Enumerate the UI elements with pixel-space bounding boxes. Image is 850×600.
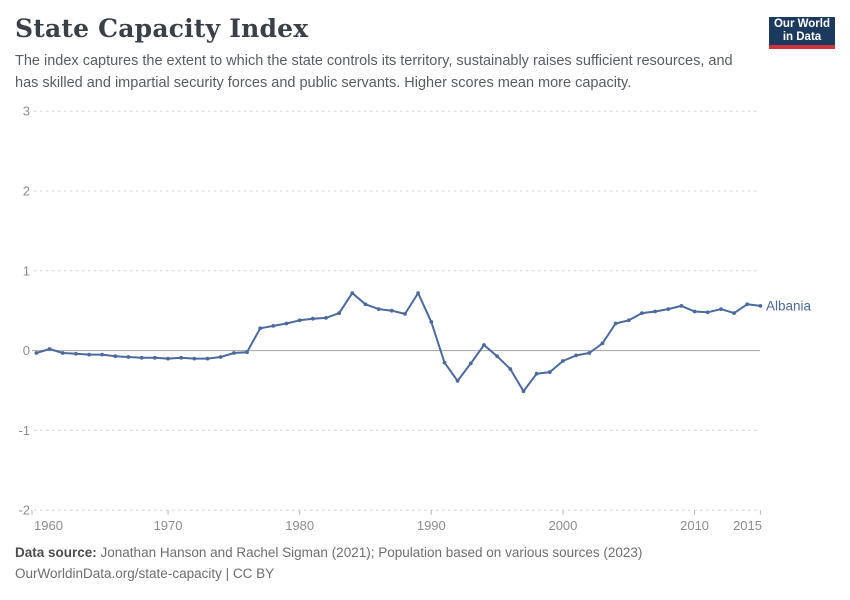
owid-logo[interactable]: Our World in Data bbox=[769, 17, 835, 49]
data-point[interactable] bbox=[587, 351, 592, 355]
data-point[interactable] bbox=[719, 307, 723, 311]
data-point[interactable] bbox=[495, 354, 499, 359]
data-source-line: Data source: Jonathan Hanson and Rachel … bbox=[15, 542, 642, 563]
chart-subtitle: The index captures the extent to which t… bbox=[15, 53, 733, 91]
data-point[interactable] bbox=[416, 291, 420, 295]
owid-logo-red-bar bbox=[769, 45, 835, 49]
data-point[interactable] bbox=[521, 389, 526, 394]
data-point[interactable] bbox=[653, 309, 657, 314]
data-point[interactable] bbox=[87, 352, 91, 357]
data-point[interactable] bbox=[534, 371, 539, 376]
owid-link-line[interactable]: OurWorldinData.org/state-capacity | CC B… bbox=[15, 566, 275, 581]
data-point[interactable] bbox=[468, 361, 473, 366]
data-point[interactable] bbox=[324, 316, 328, 320]
entity-label[interactable]: Albania bbox=[766, 298, 812, 313]
data-point[interactable] bbox=[297, 318, 302, 323]
x-tick-label: 1990 bbox=[417, 518, 446, 533]
data-point[interactable] bbox=[705, 310, 710, 315]
chart-footer: Data source: Jonathan Hanson and Rachel … bbox=[15, 542, 642, 584]
data-point[interactable] bbox=[166, 356, 170, 361]
data-point[interactable] bbox=[508, 367, 513, 371]
data-point[interactable] bbox=[271, 324, 276, 328]
y-tick-label: 0 bbox=[23, 343, 30, 358]
data-point[interactable] bbox=[192, 356, 197, 361]
y-tick-label: -1 bbox=[18, 423, 30, 438]
x-tick-label: 2010 bbox=[680, 518, 709, 533]
data-point[interactable] bbox=[732, 311, 736, 315]
data-point[interactable] bbox=[442, 360, 447, 365]
data-point[interactable] bbox=[232, 351, 236, 355]
data-point[interactable] bbox=[60, 351, 65, 355]
data-point[interactable] bbox=[310, 316, 315, 321]
data-point[interactable] bbox=[561, 359, 565, 363]
data-point[interactable] bbox=[482, 343, 486, 347]
data-point[interactable] bbox=[679, 304, 684, 308]
data-point[interactable] bbox=[74, 351, 78, 356]
data-point[interactable] bbox=[692, 309, 697, 314]
data-point[interactable] bbox=[153, 355, 157, 360]
data-point[interactable] bbox=[574, 353, 578, 358]
data-point[interactable] bbox=[745, 302, 750, 307]
data-point[interactable] bbox=[100, 352, 105, 357]
data-line[interactable] bbox=[35, 292, 762, 393]
y-tick-label: 3 bbox=[23, 104, 30, 119]
data-point[interactable] bbox=[179, 355, 184, 360]
data-point[interactable] bbox=[337, 311, 342, 315]
data-point[interactable] bbox=[47, 347, 52, 351]
y-tick-label: 2 bbox=[23, 184, 30, 199]
data-point[interactable] bbox=[758, 304, 763, 308]
data-point[interactable] bbox=[34, 351, 39, 355]
data-point[interactable] bbox=[218, 355, 223, 359]
data-point[interactable] bbox=[350, 291, 355, 295]
owid-logo-text: Our World in Data bbox=[769, 17, 835, 45]
data-point[interactable] bbox=[640, 311, 644, 315]
data-point[interactable] bbox=[389, 308, 394, 313]
data-point[interactable] bbox=[455, 379, 460, 383]
data-point[interactable] bbox=[126, 355, 131, 359]
data-point[interactable] bbox=[258, 326, 263, 331]
y-tick-label: 1 bbox=[23, 263, 30, 278]
data-point[interactable] bbox=[363, 302, 368, 307]
data-point[interactable] bbox=[600, 341, 605, 346]
data-point[interactable] bbox=[376, 307, 381, 311]
data-source-text: Jonathan Hanson and Rachel Sigman (2021)… bbox=[96, 545, 643, 560]
data-point[interactable] bbox=[403, 312, 407, 316]
page-title: State Capacity Index bbox=[15, 14, 309, 43]
x-tick-label: 1970 bbox=[154, 518, 183, 533]
data-point[interactable] bbox=[284, 321, 289, 326]
data-point[interactable] bbox=[547, 370, 552, 374]
data-point[interactable] bbox=[613, 321, 618, 326]
data-point[interactable] bbox=[666, 307, 671, 311]
data-point[interactable] bbox=[245, 350, 249, 355]
data-point[interactable] bbox=[113, 354, 118, 359]
data-point[interactable] bbox=[429, 320, 434, 324]
x-tick-label: 1960 bbox=[34, 518, 63, 533]
data-point[interactable] bbox=[626, 318, 631, 323]
x-tick-label: 1980 bbox=[285, 518, 314, 533]
data-source-label: Data source: bbox=[15, 545, 97, 560]
data-point[interactable] bbox=[205, 356, 210, 361]
x-tick-label: 2015 bbox=[733, 518, 762, 533]
data-point[interactable] bbox=[139, 355, 144, 360]
x-tick-label: 2000 bbox=[548, 518, 577, 533]
y-tick-label: -2 bbox=[18, 503, 30, 518]
